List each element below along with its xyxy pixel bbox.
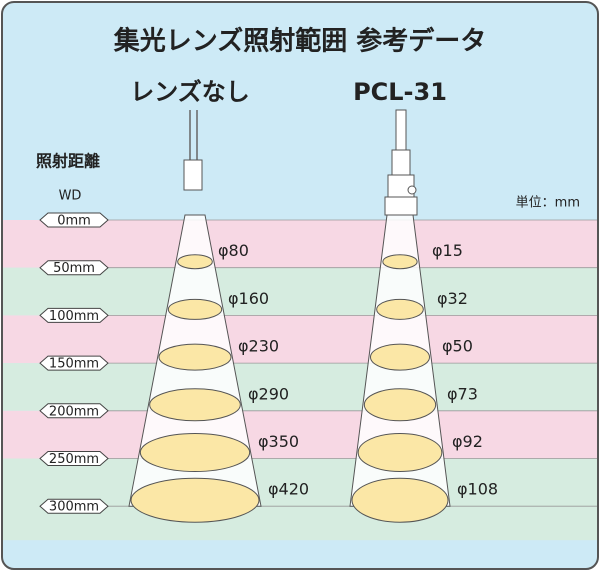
unit: 単位：mm [516,195,580,211]
band [3,267,597,316]
band [3,220,597,268]
spot [351,477,449,523]
bands: 0mm 50mm 100mm 150mm 200mm 250mm 300mm [3,212,597,541]
column-title: PCL-31 [353,78,447,106]
spot [167,298,223,320]
title: 集光レンズ照射範囲 参考データ [113,26,487,57]
spot [130,477,260,523]
row-label: 300mm [49,500,99,515]
spot-label: φ73 [447,384,478,403]
spot [149,388,241,422]
spot [357,433,443,472]
row-label: 0mm [57,214,91,229]
spot-label: φ290 [248,384,289,403]
spot-label: φ80 [218,241,249,260]
axis-subtitle: WD [59,189,82,204]
column-title: レンズなし [130,78,250,106]
row-tag [39,403,109,419]
row-tag [39,260,109,276]
spot-label: φ420 [268,480,309,499]
spot [177,254,213,270]
spot-label: φ350 [258,432,299,451]
band [3,315,597,364]
row-label: 250mm [49,452,99,467]
band [3,410,597,459]
row-label: 50mm [53,261,95,276]
row-label: 200mm [49,404,99,419]
spot [382,254,418,270]
axis-title: 照射距離 [36,152,100,171]
row-label: 150mm [49,357,99,372]
spot [370,343,430,371]
band [3,363,597,411]
band [3,458,597,541]
spot [139,433,251,472]
spot [376,298,424,320]
spot-label: φ230 [238,337,279,356]
spot [363,388,437,422]
spot-label: φ108 [457,480,498,499]
row-tag [39,498,109,514]
spot [158,343,232,371]
spot-label: φ15 [432,241,463,260]
spot-label: φ92 [452,432,483,451]
row-label: 100mm [49,309,99,324]
row-tag [39,212,109,228]
spot-label: φ50 [442,337,473,356]
spot-label: φ160 [228,289,269,308]
row-tag [39,355,109,371]
row-tag [39,451,109,466]
cones: φ80 φ160 φ230 φ290 φ350 φ420 φ15 φ32 φ50 φ73 φ92 φ1… [128,109,498,523]
row-tag [39,307,109,323]
spot-label: φ32 [437,289,468,308]
